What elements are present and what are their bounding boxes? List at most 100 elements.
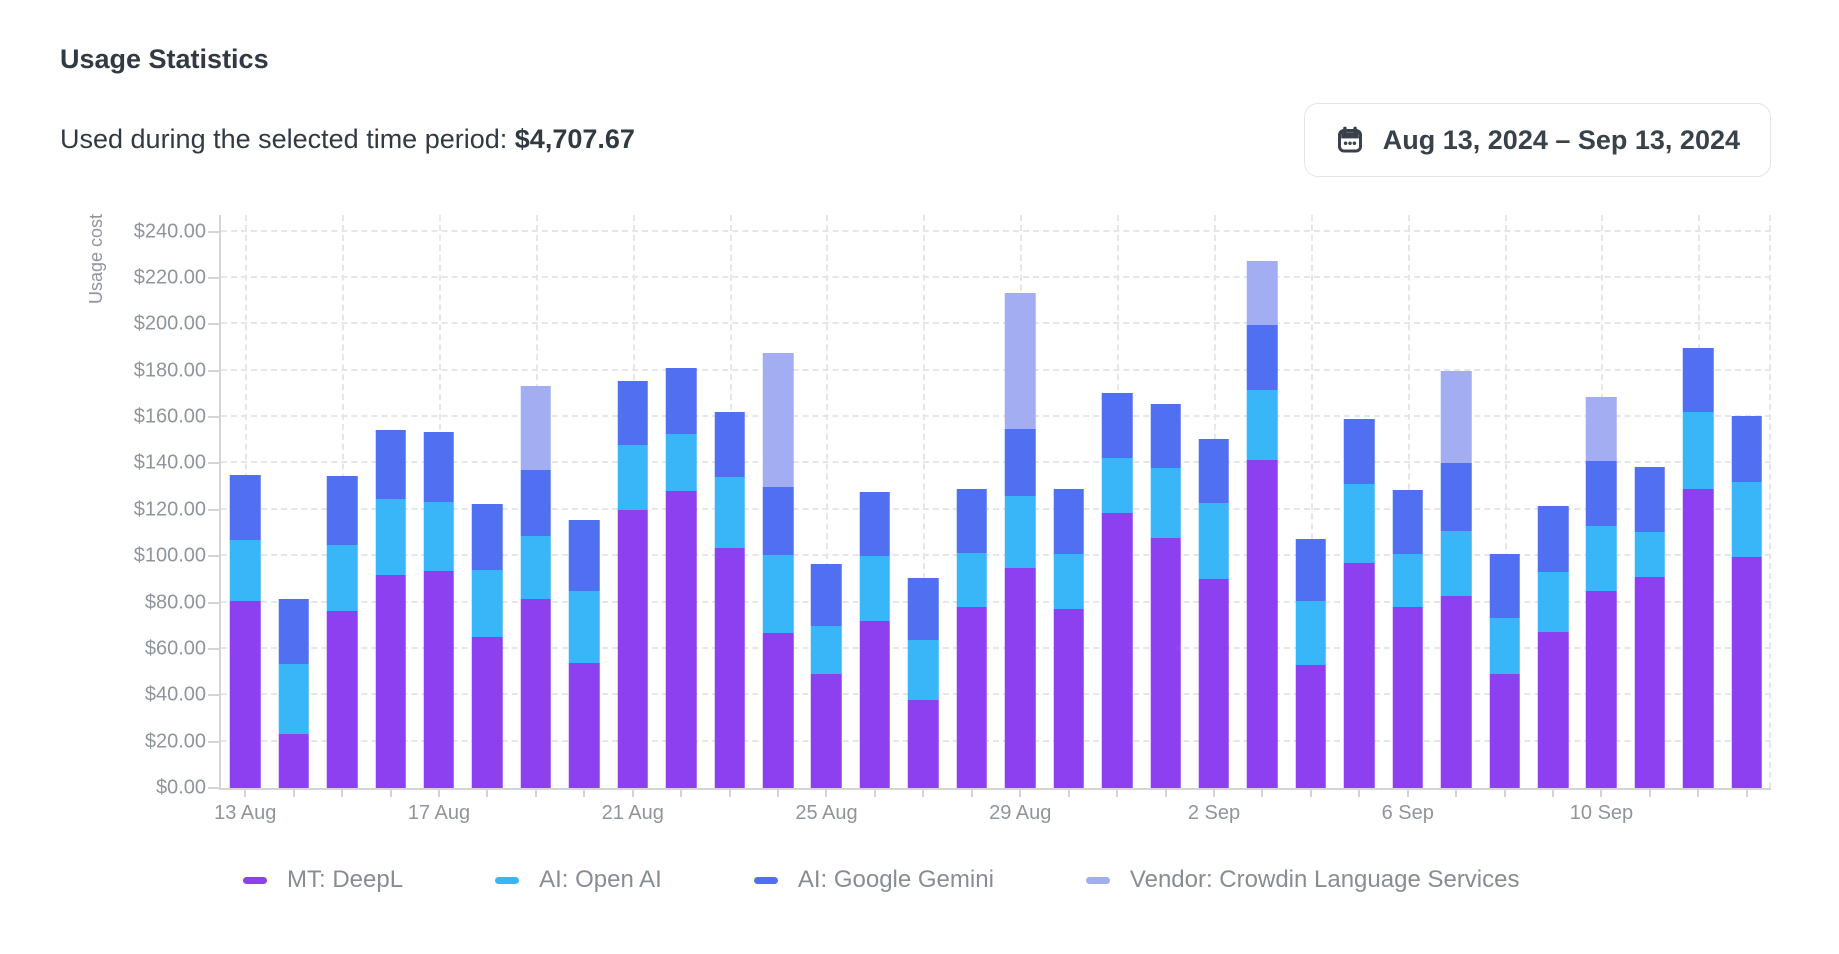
x-tick-mark xyxy=(1648,788,1651,797)
bar-23-aug[interactable] xyxy=(714,412,745,788)
x-tick-mark xyxy=(1697,788,1700,797)
x-tick-label: 21 Aug xyxy=(601,802,664,824)
legend-swatch xyxy=(243,876,267,884)
bar-7-sep[interactable] xyxy=(1440,370,1472,788)
bar-segment xyxy=(762,632,794,788)
bar-26-aug[interactable] xyxy=(859,492,891,788)
bar-18-aug[interactable] xyxy=(472,503,503,788)
x-tick-label: 25 Aug xyxy=(795,802,858,824)
bar-segment xyxy=(1440,463,1472,531)
legend-swatch xyxy=(495,876,520,884)
bar-segment xyxy=(1683,347,1714,413)
bar-column xyxy=(415,215,463,788)
bar-17-aug[interactable] xyxy=(423,432,455,788)
legend-swatch xyxy=(1085,876,1110,884)
y-tick-label: $20.00 xyxy=(144,730,206,753)
bar-28-aug[interactable] xyxy=(956,488,988,788)
x-tick-label: 6 Sep xyxy=(1381,802,1434,824)
x-tick-mark xyxy=(486,788,489,797)
bar-segment xyxy=(520,470,552,537)
y-tick-label: $140.00 xyxy=(133,451,206,474)
bar-3-sep[interactable] xyxy=(1247,260,1278,788)
bar-10-sep[interactable] xyxy=(1586,397,1617,788)
bar-5-sep[interactable] xyxy=(1344,419,1375,788)
bar-29-aug[interactable] xyxy=(1004,293,1036,788)
x-tick-mark xyxy=(1406,788,1409,797)
bar-segment xyxy=(1683,412,1714,489)
bar-segment xyxy=(1586,397,1617,462)
period-total-value: $4,707.67 xyxy=(514,124,635,154)
x-tick-mark xyxy=(1019,788,1022,797)
bar-segment xyxy=(1392,553,1423,608)
legend-item[interactable]: MT: DeepL xyxy=(243,866,403,894)
bar-column xyxy=(705,215,753,788)
bar-8-sep[interactable] xyxy=(1489,553,1520,788)
bar-segment xyxy=(762,486,794,556)
y-tick-mark xyxy=(208,462,219,465)
bar-13-aug[interactable] xyxy=(229,475,261,788)
bar-segment xyxy=(1344,563,1375,788)
bar-9-sep[interactable] xyxy=(1537,506,1569,788)
bar-column xyxy=(754,215,802,788)
bar-14-aug[interactable] xyxy=(278,599,309,788)
bar-segment xyxy=(1004,495,1036,568)
bar-segment xyxy=(1731,481,1763,558)
legend-item[interactable]: AI: Open AI xyxy=(495,866,662,894)
bar-15-aug[interactable] xyxy=(326,476,358,788)
bar-segment xyxy=(1634,531,1666,578)
bar-column xyxy=(1529,215,1577,788)
y-tick-label: $220.00 xyxy=(133,266,206,289)
bar-31-aug[interactable] xyxy=(1101,392,1133,788)
legend-item[interactable]: Vendor: Crowdin Language Services xyxy=(1085,866,1519,894)
bar-12-sep[interactable] xyxy=(1683,347,1714,788)
bar-19-aug[interactable] xyxy=(520,385,552,788)
bar-segment xyxy=(375,499,406,575)
bar-segment xyxy=(811,564,842,626)
x-tick-mark xyxy=(389,788,392,797)
bar-segment xyxy=(326,476,358,545)
bar-24-aug[interactable] xyxy=(762,353,794,788)
bar-13-sep[interactable] xyxy=(1731,415,1763,788)
bar-segment xyxy=(1101,392,1133,458)
bar-1-sep[interactable] xyxy=(1150,404,1181,788)
bar-segment xyxy=(472,570,503,638)
plot-area: $0.00 $20.00 $40.00 $60.00 $80.00 $100.00 $120… xyxy=(134,215,1771,824)
bar-16-aug[interactable] xyxy=(375,429,406,788)
bar-column xyxy=(1287,215,1335,788)
date-range-button[interactable]: Aug 13, 2024 – Sep 13, 2024 xyxy=(1303,103,1771,177)
bar-segment xyxy=(278,663,309,734)
bar-segment xyxy=(762,555,794,633)
bar-21-aug[interactable] xyxy=(617,381,648,788)
y-tick-label: $60.00 xyxy=(144,637,206,660)
bar-30-aug[interactable] xyxy=(1053,488,1084,788)
bar-6-sep[interactable] xyxy=(1392,490,1423,788)
bar-segment xyxy=(229,601,261,788)
bar-column xyxy=(948,215,996,788)
bar-column xyxy=(1238,215,1286,788)
x-tick-mark xyxy=(825,788,828,797)
bar-segment xyxy=(1344,419,1375,485)
bar-22-aug[interactable] xyxy=(665,368,697,788)
x-tick-mark xyxy=(583,788,586,797)
bar-segment xyxy=(520,536,552,600)
bar-segment xyxy=(1489,674,1520,788)
bar-column xyxy=(1432,215,1480,788)
legend-item[interactable]: AI: Google Gemini xyxy=(753,866,994,894)
x-tick-mark xyxy=(292,788,295,797)
bar-column xyxy=(802,215,850,788)
bar-column xyxy=(366,215,414,788)
bar-segment xyxy=(1295,538,1327,602)
bar-segment xyxy=(375,429,406,500)
bar-column xyxy=(463,215,511,788)
bar-27-aug[interactable] xyxy=(908,578,939,788)
bar-4-sep[interactable] xyxy=(1295,538,1327,788)
bar-segment xyxy=(569,520,600,591)
bar-25-aug[interactable] xyxy=(811,564,842,788)
bar-11-sep[interactable] xyxy=(1634,466,1666,788)
bar-segment xyxy=(1683,488,1714,788)
bar-20-aug[interactable] xyxy=(569,520,600,788)
y-tick-label: $0.00 xyxy=(155,776,206,799)
y-tick-mark xyxy=(208,787,219,789)
bar-2-sep[interactable] xyxy=(1198,439,1230,788)
y-tick-label: $160.00 xyxy=(133,405,206,428)
